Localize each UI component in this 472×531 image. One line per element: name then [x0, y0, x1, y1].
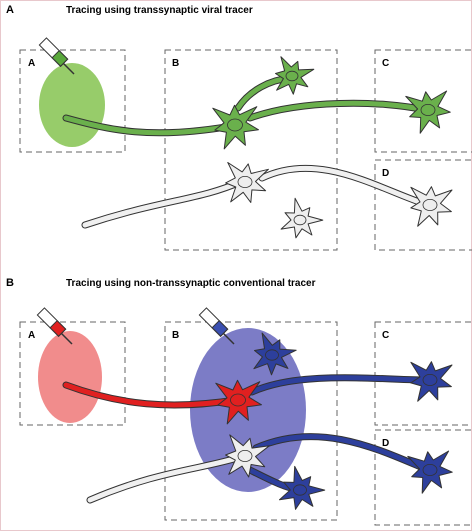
- box-label: A: [28, 330, 35, 341]
- neuron: [411, 187, 452, 227]
- panel-title: Tracing using non-transsynaptic conventi…: [66, 278, 316, 289]
- tracer-area: [38, 331, 102, 423]
- neuron: [213, 105, 259, 149]
- tracer-area: [39, 63, 105, 147]
- box-label: A: [28, 58, 35, 69]
- box-label: C: [382, 58, 389, 69]
- neuron: [226, 163, 269, 203]
- illustration: [37, 38, 452, 509]
- neuron: [408, 451, 453, 493]
- neuron: [411, 362, 452, 402]
- neuron: [276, 57, 314, 94]
- panel-label: A: [6, 4, 14, 16]
- box-label: B: [172, 330, 179, 341]
- panel-title: Tracing using transsynaptic viral tracer: [66, 5, 253, 16]
- box-label: D: [382, 168, 389, 179]
- box-label: B: [172, 58, 179, 69]
- diagram: A Tracing using transsynaptic viral trac…: [0, 0, 472, 531]
- axon: [85, 182, 240, 225]
- box-label: C: [382, 330, 389, 341]
- neuron: [406, 91, 451, 133]
- panel-label: B: [6, 277, 14, 289]
- box-label: D: [382, 438, 389, 449]
- neuron: [281, 198, 323, 238]
